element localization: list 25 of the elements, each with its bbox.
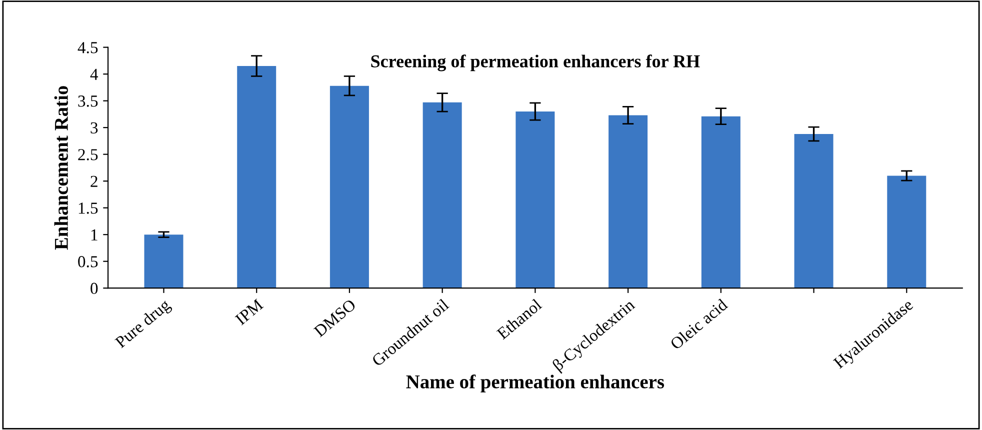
- x-tick-label: Oleic acid: [669, 298, 728, 350]
- bar: [608, 115, 648, 288]
- y-tick-label: 3.5: [78, 96, 98, 107]
- chart-title: Screening of permeation enhancers for RH: [371, 54, 700, 72]
- bar: [887, 176, 926, 288]
- bar: [794, 134, 834, 288]
- bar: [701, 116, 740, 288]
- x-axis-title: Name of permeation enhancers: [406, 374, 664, 392]
- y-axis-title: Enhancement Ratio: [54, 86, 68, 250]
- y-tick-label: 3: [90, 122, 98, 134]
- bar: [516, 112, 555, 288]
- bar: [237, 66, 276, 288]
- y-tick-label: 0: [90, 282, 98, 294]
- x-tick-label: IPM: [234, 298, 264, 326]
- bar: [144, 234, 184, 288]
- y-tick-label: 1.5: [78, 202, 98, 214]
- x-tick-label: Pure drug: [114, 298, 174, 352]
- y-tick-label: 2.5: [78, 149, 98, 160]
- y-tick-label: 4: [90, 68, 98, 80]
- bar: [330, 86, 369, 288]
- y-tick-label: 1: [91, 229, 98, 240]
- y-tick-label: 2: [90, 176, 98, 187]
- y-tick-label: 0.5: [78, 256, 98, 268]
- y-tick-label: 4.5: [78, 42, 98, 54]
- bar: [422, 102, 462, 288]
